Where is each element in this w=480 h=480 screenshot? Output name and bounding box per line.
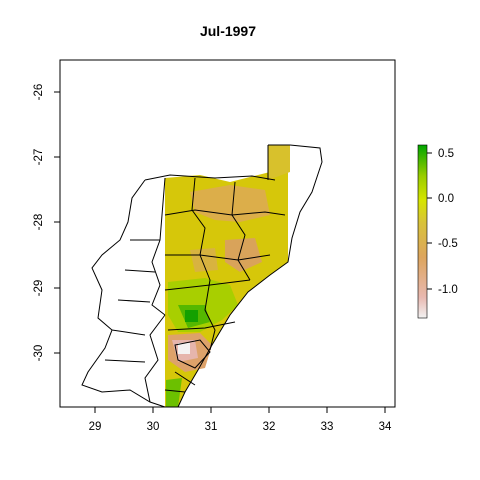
inner-boundary-1 (151, 177, 166, 316)
raster-orange-west (190, 248, 218, 272)
legend-tick-m1-0: -1.0 (427, 284, 458, 296)
raster-orange-north (190, 185, 270, 222)
svg-text:-1.0: -1.0 (438, 284, 458, 296)
coastline (177, 144, 323, 408)
x-tick-29: 29 (89, 407, 102, 433)
y-tick-m28: -28 (33, 214, 60, 231)
inner-boundary-7 (165, 254, 271, 261)
svg-text:33: 33 (321, 421, 334, 433)
chart-title: Jul-1997 (200, 23, 256, 39)
raster-white-patch (178, 343, 190, 354)
inner-boundary-5 (231, 181, 251, 281)
color-legend: 0.5 0.0 -0.5 -1.0 (417, 144, 458, 319)
legend-color-bar (417, 144, 428, 319)
y-tick-m30: -30 (33, 345, 60, 362)
svg-text:0.0: 0.0 (438, 193, 454, 205)
svg-text:-0.5: -0.5 (438, 238, 458, 250)
svg-text:-27: -27 (33, 149, 45, 166)
district-boundaries (81, 144, 323, 408)
x-tick-32: 32 (263, 407, 276, 433)
raster-orange-mid (225, 238, 262, 272)
svg-text:0.5: 0.5 (438, 148, 454, 160)
y-axis: -26 -27 -28 -29 -30 (33, 84, 61, 362)
svg-text:-29: -29 (33, 280, 45, 297)
northern-border (144, 174, 276, 181)
x-tick-34: 34 (379, 407, 392, 433)
raster-north-strip (268, 145, 290, 180)
inner-boundary-3 (104, 239, 160, 363)
raster-south-green (166, 378, 182, 407)
raster-darkest-green (185, 310, 198, 322)
raster-layer (165, 145, 290, 407)
legend-tick-0-0: 0.0 (427, 193, 454, 205)
y-tick-m27: -27 (33, 149, 60, 166)
svg-text:34: 34 (379, 421, 392, 433)
inner-boundary-10 (174, 339, 211, 369)
western-border (81, 179, 166, 408)
inner-boundary-9 (167, 321, 236, 331)
y-tick-m29: -29 (33, 280, 60, 297)
svg-text:-30: -30 (33, 345, 45, 362)
y-tick-m26: -26 (33, 84, 60, 101)
svg-text:29: 29 (89, 421, 102, 433)
legend-tick-0-5: 0.5 (427, 148, 454, 160)
legend-tick-m0-5: -0.5 (427, 238, 458, 250)
svg-text:-26: -26 (33, 84, 45, 101)
svg-text:32: 32 (263, 421, 276, 433)
x-axis: 29 30 31 32 33 34 (89, 406, 392, 433)
north-enclave (267, 144, 290, 180)
inner-boundary-8 (164, 279, 251, 291)
inner-boundary-6 (164, 209, 286, 216)
svg-text:30: 30 (147, 421, 160, 433)
x-tick-30: 30 (147, 407, 160, 433)
svg-text:31: 31 (205, 421, 218, 433)
x-tick-33: 33 (321, 407, 334, 433)
x-tick-31: 31 (205, 407, 218, 433)
inner-boundary-2 (144, 314, 166, 403)
svg-text:-28: -28 (33, 214, 45, 231)
inner-boundary-11 (164, 371, 196, 393)
